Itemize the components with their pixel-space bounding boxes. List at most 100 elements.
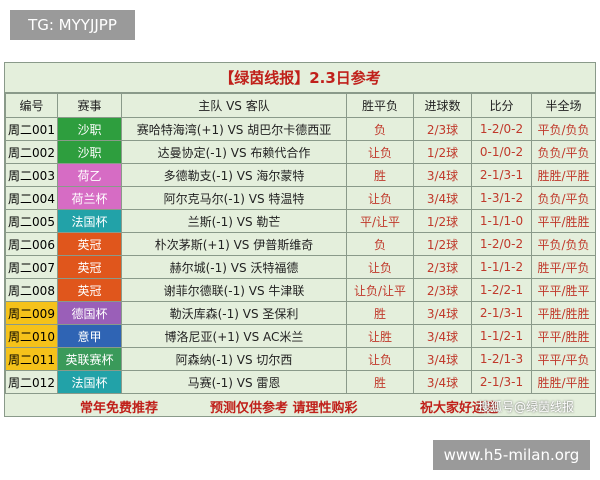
table-cell: 英冠 [57,232,122,256]
table-cell: 1/2球 [413,140,472,164]
table-cell: 周二006 [5,232,58,256]
header-row: 编号 赛事 主队 VS 客队 胜平负 进球数 比分 半全场 [5,93,596,118]
table-row: 周二012 法国杯 马赛(-1) VS 雷恩胜 3/4球 2-1/3-1 胜胜/平胜 [5,370,596,394]
table-cell: 法国杯 [57,370,122,394]
table-cell: 3/4球 [413,163,472,187]
header-cell: 编号 [5,93,58,118]
table-cell: 负 [346,232,414,256]
table-cell: 平平/胜胜 [531,324,596,348]
table-cell: 周二011 [5,347,58,371]
table-cell: 让胜 [346,324,414,348]
header-cell: 赛事 [57,93,122,118]
table-cell: 3/4球 [413,186,472,210]
table-cell: 胜 [346,301,414,325]
table-cell: 负负/平负 [531,186,596,210]
table-cell: 3/4球 [413,324,472,348]
table-cell: 平平/胜胜 [531,209,596,233]
table-row: 周二001 沙职 赛哈特海湾(+1) VS 胡巴尔卡德西亚负 2/3球 1-2/0-2 平… [5,117,596,141]
table-cell: 胜 [346,370,414,394]
table-cell: 英冠 [57,278,122,302]
footer-text: 祝大家好运连 [420,401,499,416]
table-cell: 2-1/3-1 [471,301,532,325]
table-row: 周二011 英联赛杯 阿森纳(-1) VS 切尔西 让负 3/4球 1-2/1-3 平平/平… [5,347,596,371]
table-cell: 1-2/0-2 [471,117,532,141]
table-cell: 兰斯(-1) VS 勒芒 [121,209,347,233]
table-cell: 让负 [346,140,414,164]
table-cell: 周二003 [5,163,58,187]
table-cell: 谢菲尔德联(-1) VS 牛津联 [121,278,347,302]
table-cell: 3/4球 [413,301,472,325]
table-cell: 1/2球 [413,209,472,233]
table-cell: 马赛(-1) VS 雷恩 [121,370,347,394]
table-cell: 1-1/1-0 [471,209,532,233]
table-cell: 周二005 [5,209,58,233]
header-cell: 比分 [471,93,532,118]
data-table: 编号 赛事 主队 VS 客队 胜平负 进球数 比分 半全场 周二001 沙职 赛哈特海湾(+1) … [5,93,596,394]
site-label: www.h5-milan.org [433,440,590,470]
table-cell: 胜 [346,163,414,187]
table-cell: 荷兰杯 [57,186,122,210]
table-cell: 法国杯 [57,209,122,233]
table-cell: 周二008 [5,278,58,302]
table-cell: 胜胜/平胜 [531,370,596,394]
table-cell: 达曼协定(-1) VS 布赖代合作 [121,140,347,164]
table-cell: 1/2球 [413,232,472,256]
header-cell: 半全场 [531,93,596,118]
table-cell: 平负/负负 [531,232,596,256]
table-cell: 多德勒支(-1) VS 海尔蒙特 [121,163,347,187]
table-cell: 朴次茅斯(+1) VS 伊普斯维奇 [121,232,347,256]
table-footer: 常年免费推荐 预测仅供参考 请理性购彩 祝大家好运连 [5,394,595,419]
table-row: 周二010 意甲 博洛尼亚(+1) VS AC米兰 让胜 3/4球 1-1/2-1 平平/胜… [5,324,596,348]
table-cell: 平胜/胜胜 [531,301,596,325]
table-board: 【绿茵线报】2.3日参考 编号 赛事 主队 VS 客队 胜平负 进球数 比分 半全场 周二00… [4,62,596,417]
table-cell: 英联赛杯 [57,347,122,371]
table-title: 【绿茵线报】2.3日参考 [5,63,595,93]
table-cell: 2/3球 [413,117,472,141]
table-cell: 阿尔克马尔(-1) VS 特温特 [121,186,347,210]
table-row: 周二006 英冠 朴次茅斯(+1) VS 伊普斯维奇负 1/2球 1-2/0-2 平负/负… [5,232,596,256]
table-cell: 0-1/0-2 [471,140,532,164]
watermark: 搜狐号@绿茵线报 [478,400,575,414]
table-cell: 1-1/2-1 [471,324,532,348]
table-cell: 勒沃库森(-1) VS 圣保利 [121,301,347,325]
header-cell: 进球数 [413,93,472,118]
table-cell: 1-3/1-2 [471,186,532,210]
table-cell: 负负/平负 [531,140,596,164]
table-cell: 博洛尼亚(+1) VS AC米兰 [121,324,347,348]
table-cell: 周二001 [5,117,58,141]
table-row: 周二004 荷兰杯 阿尔克马尔(-1) VS 特温特 让负 3/4球 1-3/1-2 负负/… [5,186,596,210]
table-cell: 平平/胜平 [531,278,596,302]
table-cell: 赫尔城(-1) VS 沃特福德 [121,255,347,279]
table-cell: 沙职 [57,140,122,164]
table-cell: 3/4球 [413,347,472,371]
header-cell: 胜平负 [346,93,414,118]
table-cell: 平平/平负 [531,347,596,371]
header-cell: 主队 VS 客队 [121,93,347,118]
table-cell: 2/3球 [413,278,472,302]
footer-text: 预测仅供参考 请理性购彩 [210,401,358,416]
table-cell: 沙职 [57,117,122,141]
table-cell: 赛哈特海湾(+1) VS 胡巴尔卡德西亚 [121,117,347,141]
table-cell: 1-1/1-2 [471,255,532,279]
table-cell: 让负/让平 [346,278,414,302]
tag-label: TG: MYYJJPP [10,10,135,40]
table-cell: 胜平/平负 [531,255,596,279]
table-cell: 1-2/2-1 [471,278,532,302]
table-cell: 负 [346,117,414,141]
table-cell: 意甲 [57,324,122,348]
table-cell: 3/4球 [413,370,472,394]
table-cell: 周二007 [5,255,58,279]
table-cell: 周二010 [5,324,58,348]
table-cell: 德国杯 [57,301,122,325]
table-cell: 周二004 [5,186,58,210]
table-row: 周二008 英冠 谢菲尔德联(-1) VS 牛津联 让负/让平 2/3球 1-2/2-1 平… [5,278,596,302]
table-cell: 2/3球 [413,255,472,279]
table-cell: 2-1/3-1 [471,163,532,187]
table-cell: 胜胜/平胜 [531,163,596,187]
table-row: 周二003 荷乙 多德勒支(-1) VS 海尔蒙特胜 3/4球 2-1/3-1 胜胜/平胜 [5,163,596,187]
table-row: 周二007 英冠 赫尔城(-1) VS 沃特福德 让负 2/3球 1-1/1-2 胜平/平负 [5,255,596,279]
footer-text: 常年免费推荐 [80,401,159,416]
table-cell: 1-2/1-3 [471,347,532,371]
table-cell: 阿森纳(-1) VS 切尔西 [121,347,347,371]
